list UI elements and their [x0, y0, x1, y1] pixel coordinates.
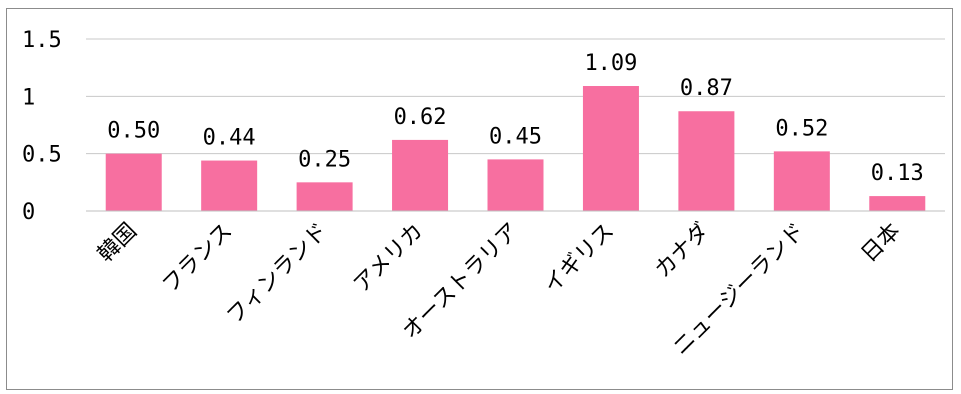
category-label: 韓国	[93, 219, 142, 268]
data-label: 1.09	[584, 51, 637, 76]
y-tick-label: 0.5	[22, 143, 62, 168]
y-tick-label: 1.5	[22, 28, 62, 53]
data-label: 0.45	[489, 124, 542, 149]
bar	[296, 182, 353, 211]
y-tick-label: 1	[22, 85, 35, 110]
data-label: 0.62	[394, 105, 447, 130]
bar	[105, 153, 162, 211]
category-label: イギリス	[539, 219, 619, 299]
data-label: 0.25	[298, 147, 351, 172]
category-label: 日本	[857, 219, 906, 268]
bar	[678, 111, 735, 211]
y-tick-label: 0	[22, 200, 35, 225]
category-label: フィンランド	[222, 219, 333, 330]
data-label: 0.50	[107, 119, 160, 144]
bar	[582, 86, 639, 211]
data-label: 0.13	[871, 161, 924, 186]
data-label: 0.44	[203, 126, 256, 151]
category-label: フランス	[158, 219, 238, 299]
bar	[392, 139, 449, 211]
bar	[487, 159, 544, 211]
data-label: 0.52	[775, 116, 828, 141]
data-label: 0.87	[680, 76, 733, 101]
bar	[773, 151, 830, 211]
bar	[201, 160, 258, 211]
category-label: アメリカ	[349, 219, 428, 298]
bar	[869, 196, 926, 211]
category-label: カナダ	[650, 219, 714, 283]
